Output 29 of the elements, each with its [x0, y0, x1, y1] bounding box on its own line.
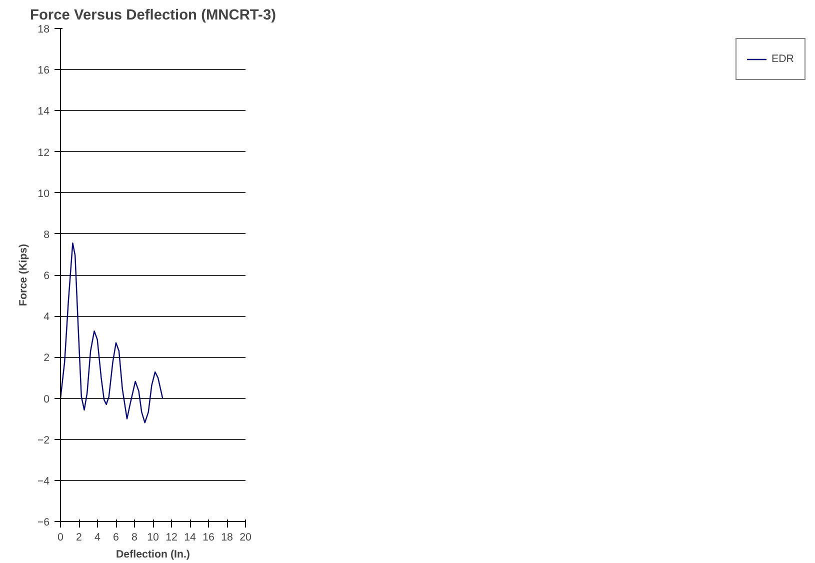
y-tick-label: 12	[38, 146, 50, 159]
y-axis-title: Force (Kips)	[17, 243, 30, 306]
line-series	[60, 242, 164, 424]
y-tick-label: 16	[38, 64, 50, 77]
legend-label: EDR	[772, 53, 794, 65]
y-tick-label: 4	[44, 311, 50, 324]
x-axis-title: Deflection (In.)	[116, 548, 190, 560]
x-tick-label: 4	[94, 532, 101, 544]
x-tick-label: 20	[240, 532, 252, 544]
x-tick-label: 14	[184, 532, 196, 544]
x-tick-label: 10	[147, 532, 159, 544]
x-tick-label: 12	[166, 532, 178, 544]
x-tick-label: 18	[221, 532, 233, 544]
y-tick-label: 14	[38, 106, 50, 118]
x-tick-label: 8	[132, 532, 138, 544]
y-tick-label: −4	[37, 475, 50, 488]
y-tick-label: 6	[44, 270, 50, 282]
x-tick-label: 2	[76, 532, 82, 544]
y-tick-label: 10	[38, 188, 50, 200]
chart-title: Force Versus Deflection (MNCRT-3)	[30, 8, 276, 24]
y-tick-label: 8	[44, 228, 50, 241]
x-tick-label: 0	[58, 532, 64, 544]
x-tick-label: 6	[113, 532, 120, 544]
y-tick-label: −2	[37, 434, 50, 446]
y-tick-label: 0	[44, 393, 50, 406]
y-tick-label: 2	[44, 352, 50, 364]
y-tick-label: 18	[38, 24, 50, 36]
x-tick-label: 16	[202, 532, 214, 544]
y-tick-label: −6	[37, 516, 50, 528]
